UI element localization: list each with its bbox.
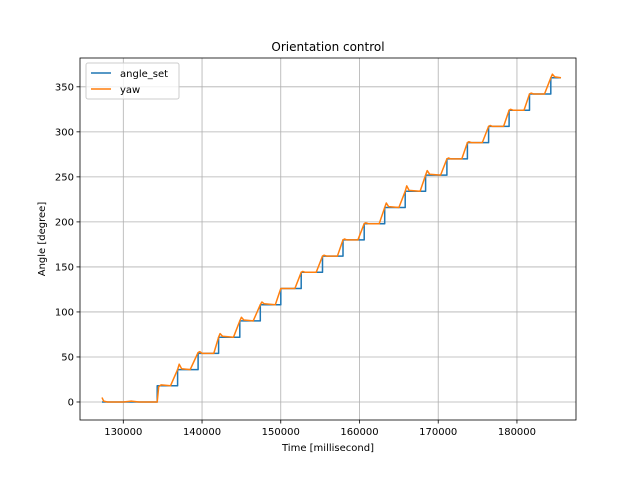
plot-frame bbox=[79, 57, 577, 421]
x-axis: 130000 140000 150000 160000 170000 180000 bbox=[104, 420, 536, 438]
x-tick-label: 140000 bbox=[183, 427, 221, 438]
chart-title: Orientation control bbox=[271, 40, 384, 54]
x-tick-label: 180000 bbox=[498, 427, 536, 438]
y-tick-label: 200 bbox=[55, 217, 74, 228]
y-tick-label: 350 bbox=[55, 82, 74, 93]
x-tick-label: 150000 bbox=[262, 427, 300, 438]
y-tick-label: 0 bbox=[68, 397, 74, 408]
y-tick-label: 150 bbox=[55, 262, 74, 273]
y-tick-label: 250 bbox=[55, 172, 74, 183]
legend-label-yaw: yaw bbox=[120, 85, 140, 96]
plot-area bbox=[80, 58, 576, 420]
grid bbox=[80, 58, 576, 420]
y-tick-label: 50 bbox=[61, 352, 74, 363]
x-tick-label: 160000 bbox=[340, 427, 378, 438]
y-tick-label: 300 bbox=[55, 127, 74, 138]
series-line-yaw bbox=[101, 73, 562, 403]
x-tick-label: 170000 bbox=[419, 427, 457, 438]
legend-box bbox=[85, 62, 180, 100]
series-layer bbox=[101, 73, 562, 403]
x-tick-label: 130000 bbox=[104, 427, 142, 438]
legend-label-angle-set: angle_set bbox=[120, 69, 168, 80]
y-axis: 0 50 100 150 200 250 300 350 bbox=[55, 82, 80, 408]
x-axis-label: Time [millisecond] bbox=[281, 443, 374, 454]
legend: angle_set yaw bbox=[85, 62, 180, 100]
y-axis-label: Angle [degree] bbox=[37, 202, 48, 277]
y-tick-label: 100 bbox=[55, 307, 74, 318]
